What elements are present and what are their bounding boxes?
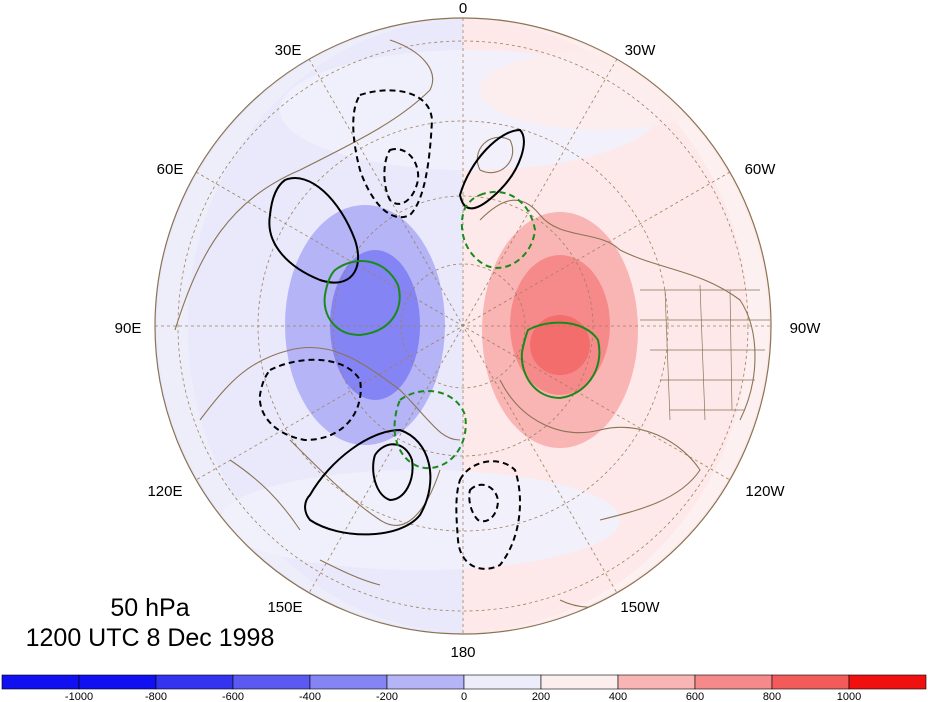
colorbar-segment <box>386 674 465 690</box>
lon-label-120w: 120W <box>745 483 785 500</box>
colorbar-label: -600 <box>222 691 244 702</box>
colorbar-segment <box>1 674 80 690</box>
colorbar-label: 1000 <box>837 691 861 702</box>
lon-label-60e: 60E <box>157 161 184 178</box>
time-caption: 1200 UTC 8 Dec 1998 <box>25 624 275 652</box>
low-anomaly-mid <box>330 250 420 400</box>
lon-label-60w: 60W <box>745 161 777 178</box>
coastlines <box>174 39 770 608</box>
high-anomaly-core <box>530 315 590 375</box>
colorbar-segment <box>309 674 388 690</box>
colorbar-segment <box>463 674 542 690</box>
colorbar-segment <box>540 674 619 690</box>
lon-label-120e: 120E <box>147 483 182 500</box>
colorbar-segment <box>78 674 157 690</box>
green-contours <box>323 190 601 470</box>
lon-label-150w: 150W <box>620 599 660 616</box>
height-contours <box>258 89 525 570</box>
colorbar-segment <box>771 674 850 690</box>
longitude-labels: 0 30W 60W 90W 120W 150W 180 150E 120E 90… <box>115 0 822 661</box>
colorbar-segment <box>694 674 773 690</box>
map-disc <box>155 18 771 634</box>
colorbar-segment <box>232 674 311 690</box>
map-boundary <box>154 17 772 635</box>
colorbar: -1000 -800 -600 -400 -200 0 200 400 600 800 1000 <box>1 674 927 702</box>
colorbar-label: -200 <box>376 691 398 702</box>
lon-label-0: 0 <box>459 0 467 17</box>
colorbar-label: -400 <box>299 691 321 702</box>
colorbar-segment <box>848 674 927 690</box>
lon-label-90w: 90W <box>790 320 822 337</box>
lon-label-90e: 90E <box>115 320 142 337</box>
colorbar-label: -800 <box>145 691 167 702</box>
colorbar-segment <box>617 674 696 690</box>
lon-label-150e: 150E <box>267 599 302 616</box>
lon-label-30e: 30E <box>275 42 302 59</box>
colorbar-label: 600 <box>686 691 704 702</box>
lon-label-30w: 30W <box>625 42 657 59</box>
graticule <box>155 18 771 634</box>
lon-label-180: 180 <box>450 644 475 661</box>
colorbar-label: 0 <box>461 691 467 702</box>
level-caption: 50 hPa <box>110 594 190 622</box>
colorbar-label: 400 <box>609 691 627 702</box>
colorbar-label: 200 <box>532 691 550 702</box>
colorbar-label: -1000 <box>65 691 93 702</box>
colorbar-label: 800 <box>763 691 781 702</box>
colorbar-segment <box>155 674 234 690</box>
